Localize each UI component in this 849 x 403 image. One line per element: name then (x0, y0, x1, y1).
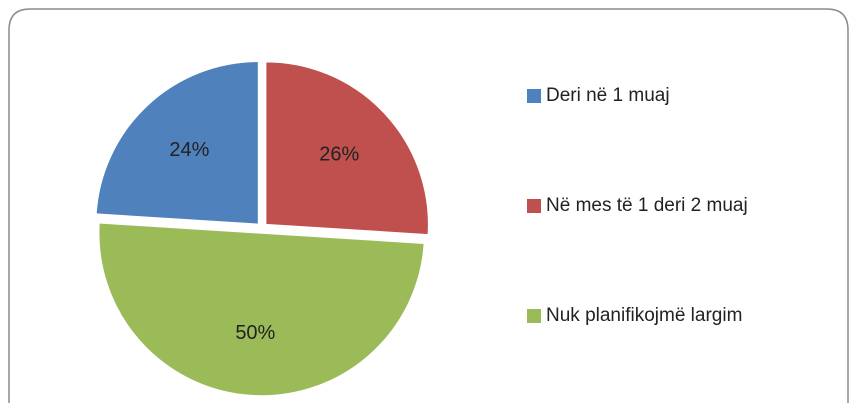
data-label: 50% (235, 322, 275, 344)
legend-swatch (527, 199, 541, 213)
legend-swatch (527, 89, 541, 103)
pie-slice (264, 60, 430, 236)
data-label: 24% (169, 139, 209, 161)
legend-swatch (527, 309, 541, 323)
pie-slice (97, 221, 426, 397)
legend-label: Në mes të 1 deri 2 muaj (546, 195, 748, 216)
legend-label: Nuk planifikojmë largim (546, 305, 742, 326)
pie-slice (95, 60, 260, 226)
legend-label: Deri në 1 muaj (546, 85, 670, 106)
data-label: 26% (319, 144, 359, 166)
